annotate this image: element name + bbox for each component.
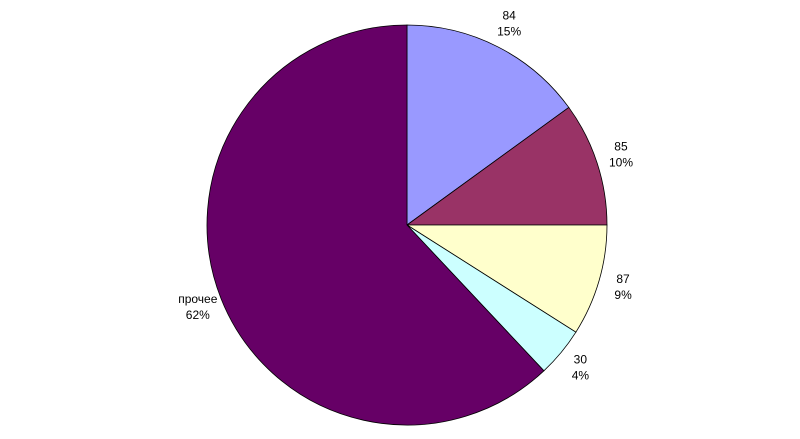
pie-slice — [406, 24, 570, 226]
slice-value-label: 62% — [186, 308, 210, 322]
slice-value-label: 10% — [609, 156, 633, 170]
slice-value-label: 9% — [614, 288, 632, 302]
pie-slice — [206, 24, 545, 426]
pie-slice — [405, 224, 608, 333]
slice-value-label: 15% — [497, 25, 521, 39]
slice-category-label: 30 — [574, 353, 588, 367]
slice-value-label: 4% — [572, 369, 590, 383]
pie-slice — [405, 106, 608, 226]
slice-category-label: 85 — [614, 140, 628, 154]
slice-category-label: 87 — [616, 272, 630, 286]
slice-category-label: 84 — [502, 9, 516, 23]
slice-category-label: прочее — [178, 292, 218, 306]
